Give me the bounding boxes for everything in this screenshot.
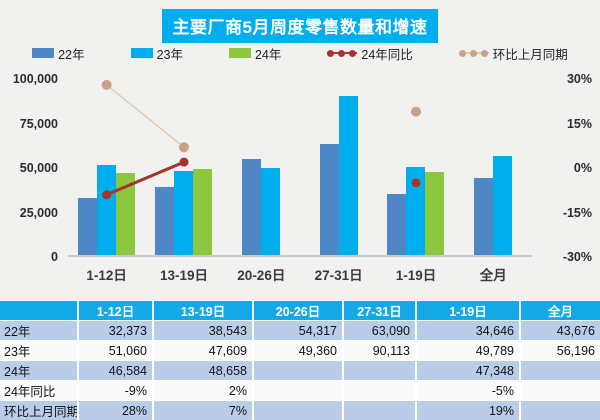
legend-bar-swatch-icon bbox=[32, 48, 54, 58]
table-cell bbox=[253, 401, 343, 420]
chart-legend: 22年 23年 24年 24年同比 环比上月同期 bbox=[0, 41, 600, 65]
table-header-1-19日: 1-19日 bbox=[416, 301, 520, 321]
table-cell: 63,090 bbox=[343, 321, 416, 341]
row-label: 24年 bbox=[0, 361, 78, 381]
right-axis-tick: -30% bbox=[540, 250, 592, 264]
data-point-环比上月同期-13-19日 bbox=[179, 142, 189, 152]
data-point-24年同比-13-19日 bbox=[180, 158, 189, 167]
line-segment-环比上月同期 bbox=[107, 85, 184, 147]
table-header-13-19日: 13-19日 bbox=[153, 301, 253, 321]
table-header-27-31日: 27-31日 bbox=[343, 301, 416, 321]
page-title: 主要厂商5月周度零售数量和增速 bbox=[162, 9, 439, 43]
legend-item-4: 24年同比 bbox=[327, 44, 412, 63]
title-row: 主要厂商5月周度零售数量和增速 bbox=[0, 0, 600, 39]
table-header-1-12日: 1-12日 bbox=[78, 301, 153, 321]
table-cell: 43,676 bbox=[520, 321, 600, 341]
table-header-全月: 全月 bbox=[520, 301, 600, 321]
legend-line-swatch-icon bbox=[459, 48, 489, 58]
right-axis-tick: -15% bbox=[540, 206, 592, 220]
row-label: 22年 bbox=[0, 321, 78, 341]
legend-item-3: 24年 bbox=[229, 44, 281, 63]
legend-bar-swatch-icon bbox=[229, 48, 251, 58]
data-point-环比上月同期-1-19日 bbox=[411, 107, 421, 117]
table-cell bbox=[520, 401, 600, 420]
left-axis-tick: 75,000 bbox=[0, 117, 58, 131]
x-axis-label-20-26日: 20-26日 bbox=[223, 264, 300, 284]
x-axis-label-1-19日: 1-19日 bbox=[377, 264, 454, 284]
table-cell: -9% bbox=[78, 381, 153, 401]
table-cell: 2% bbox=[153, 381, 253, 401]
table-cell: 56,196 bbox=[520, 341, 600, 361]
table-cell bbox=[343, 361, 416, 381]
table-cell: 34,646 bbox=[416, 321, 520, 341]
legend-label: 22年 bbox=[58, 44, 84, 63]
row-label: 24年同比 bbox=[0, 381, 78, 401]
right-axis-tick: 15% bbox=[540, 117, 592, 131]
legend-bar-swatch-icon bbox=[131, 48, 153, 58]
table-header-20-26日: 20-26日 bbox=[253, 301, 343, 321]
table-row-24年同比: 24年同比-9%2% -5% bbox=[0, 381, 600, 401]
table-cell bbox=[343, 401, 416, 420]
table-cell: 46,584 bbox=[78, 361, 153, 381]
legend-label: 24年 bbox=[255, 44, 281, 63]
right-axis-tick: 0% bbox=[540, 161, 592, 175]
table-cell bbox=[520, 361, 600, 381]
table-cell: 54,317 bbox=[253, 321, 343, 341]
table-cell bbox=[520, 381, 600, 401]
table-cell: 51,060 bbox=[78, 341, 153, 361]
left-axis-tick: 25,000 bbox=[0, 206, 58, 220]
table-header-blank bbox=[0, 301, 78, 321]
x-axis-label-13-19日: 13-19日 bbox=[145, 264, 222, 284]
left-axis-tick: 100,000 bbox=[0, 72, 58, 86]
table-cell: 32,373 bbox=[78, 321, 153, 341]
table-cell bbox=[253, 381, 343, 401]
row-label: 环比上月同期 bbox=[0, 401, 78, 420]
table-cell: 47,609 bbox=[153, 341, 253, 361]
legend-item-2: 23年 bbox=[131, 44, 183, 63]
data-point-24年同比-1-19日 bbox=[412, 178, 421, 187]
data-point-环比上月同期-1-12日 bbox=[102, 80, 112, 90]
line-series-overlay bbox=[68, 79, 532, 257]
legend-label: 环比上月同期 bbox=[493, 44, 568, 63]
row-label: 23年 bbox=[0, 341, 78, 361]
x-axis-label-27-31日: 27-31日 bbox=[300, 264, 377, 284]
x-axis-label-1-12日: 1-12日 bbox=[68, 264, 145, 284]
legend-item-1: 22年 bbox=[32, 44, 84, 63]
table-cell: 49,360 bbox=[253, 341, 343, 361]
x-axis-label-全月: 全月 bbox=[455, 264, 532, 284]
table-cell: 38,543 bbox=[153, 321, 253, 341]
legend-label: 24年同比 bbox=[361, 44, 412, 63]
legend-line-swatch-icon bbox=[327, 48, 357, 58]
left-axis-tick: 50,000 bbox=[0, 161, 58, 175]
legend-item-5: 环比上月同期 bbox=[459, 44, 568, 63]
table-cell: 48,658 bbox=[153, 361, 253, 381]
table-cell: 47,348 bbox=[416, 361, 520, 381]
table-cell: 49,789 bbox=[416, 341, 520, 361]
data-point-24年同比-1-12日 bbox=[102, 190, 111, 199]
table-cell: 90,113 bbox=[343, 341, 416, 361]
table-cell: 7% bbox=[153, 401, 253, 420]
line-segment-24年同比 bbox=[107, 162, 184, 195]
table-cell bbox=[343, 381, 416, 401]
table-cell: 19% bbox=[416, 401, 520, 420]
table-cell bbox=[253, 361, 343, 381]
left-axis-tick: 0 bbox=[0, 250, 58, 264]
right-axis-tick: 30% bbox=[540, 72, 592, 86]
table-cell: -5% bbox=[416, 381, 520, 401]
combo-chart: 100,000 75,000 50,000 25,000 0 30% 15% 0% -15% -… bbox=[0, 66, 600, 282]
legend-label: 23年 bbox=[157, 44, 183, 63]
table-cell: 28% bbox=[78, 401, 153, 420]
